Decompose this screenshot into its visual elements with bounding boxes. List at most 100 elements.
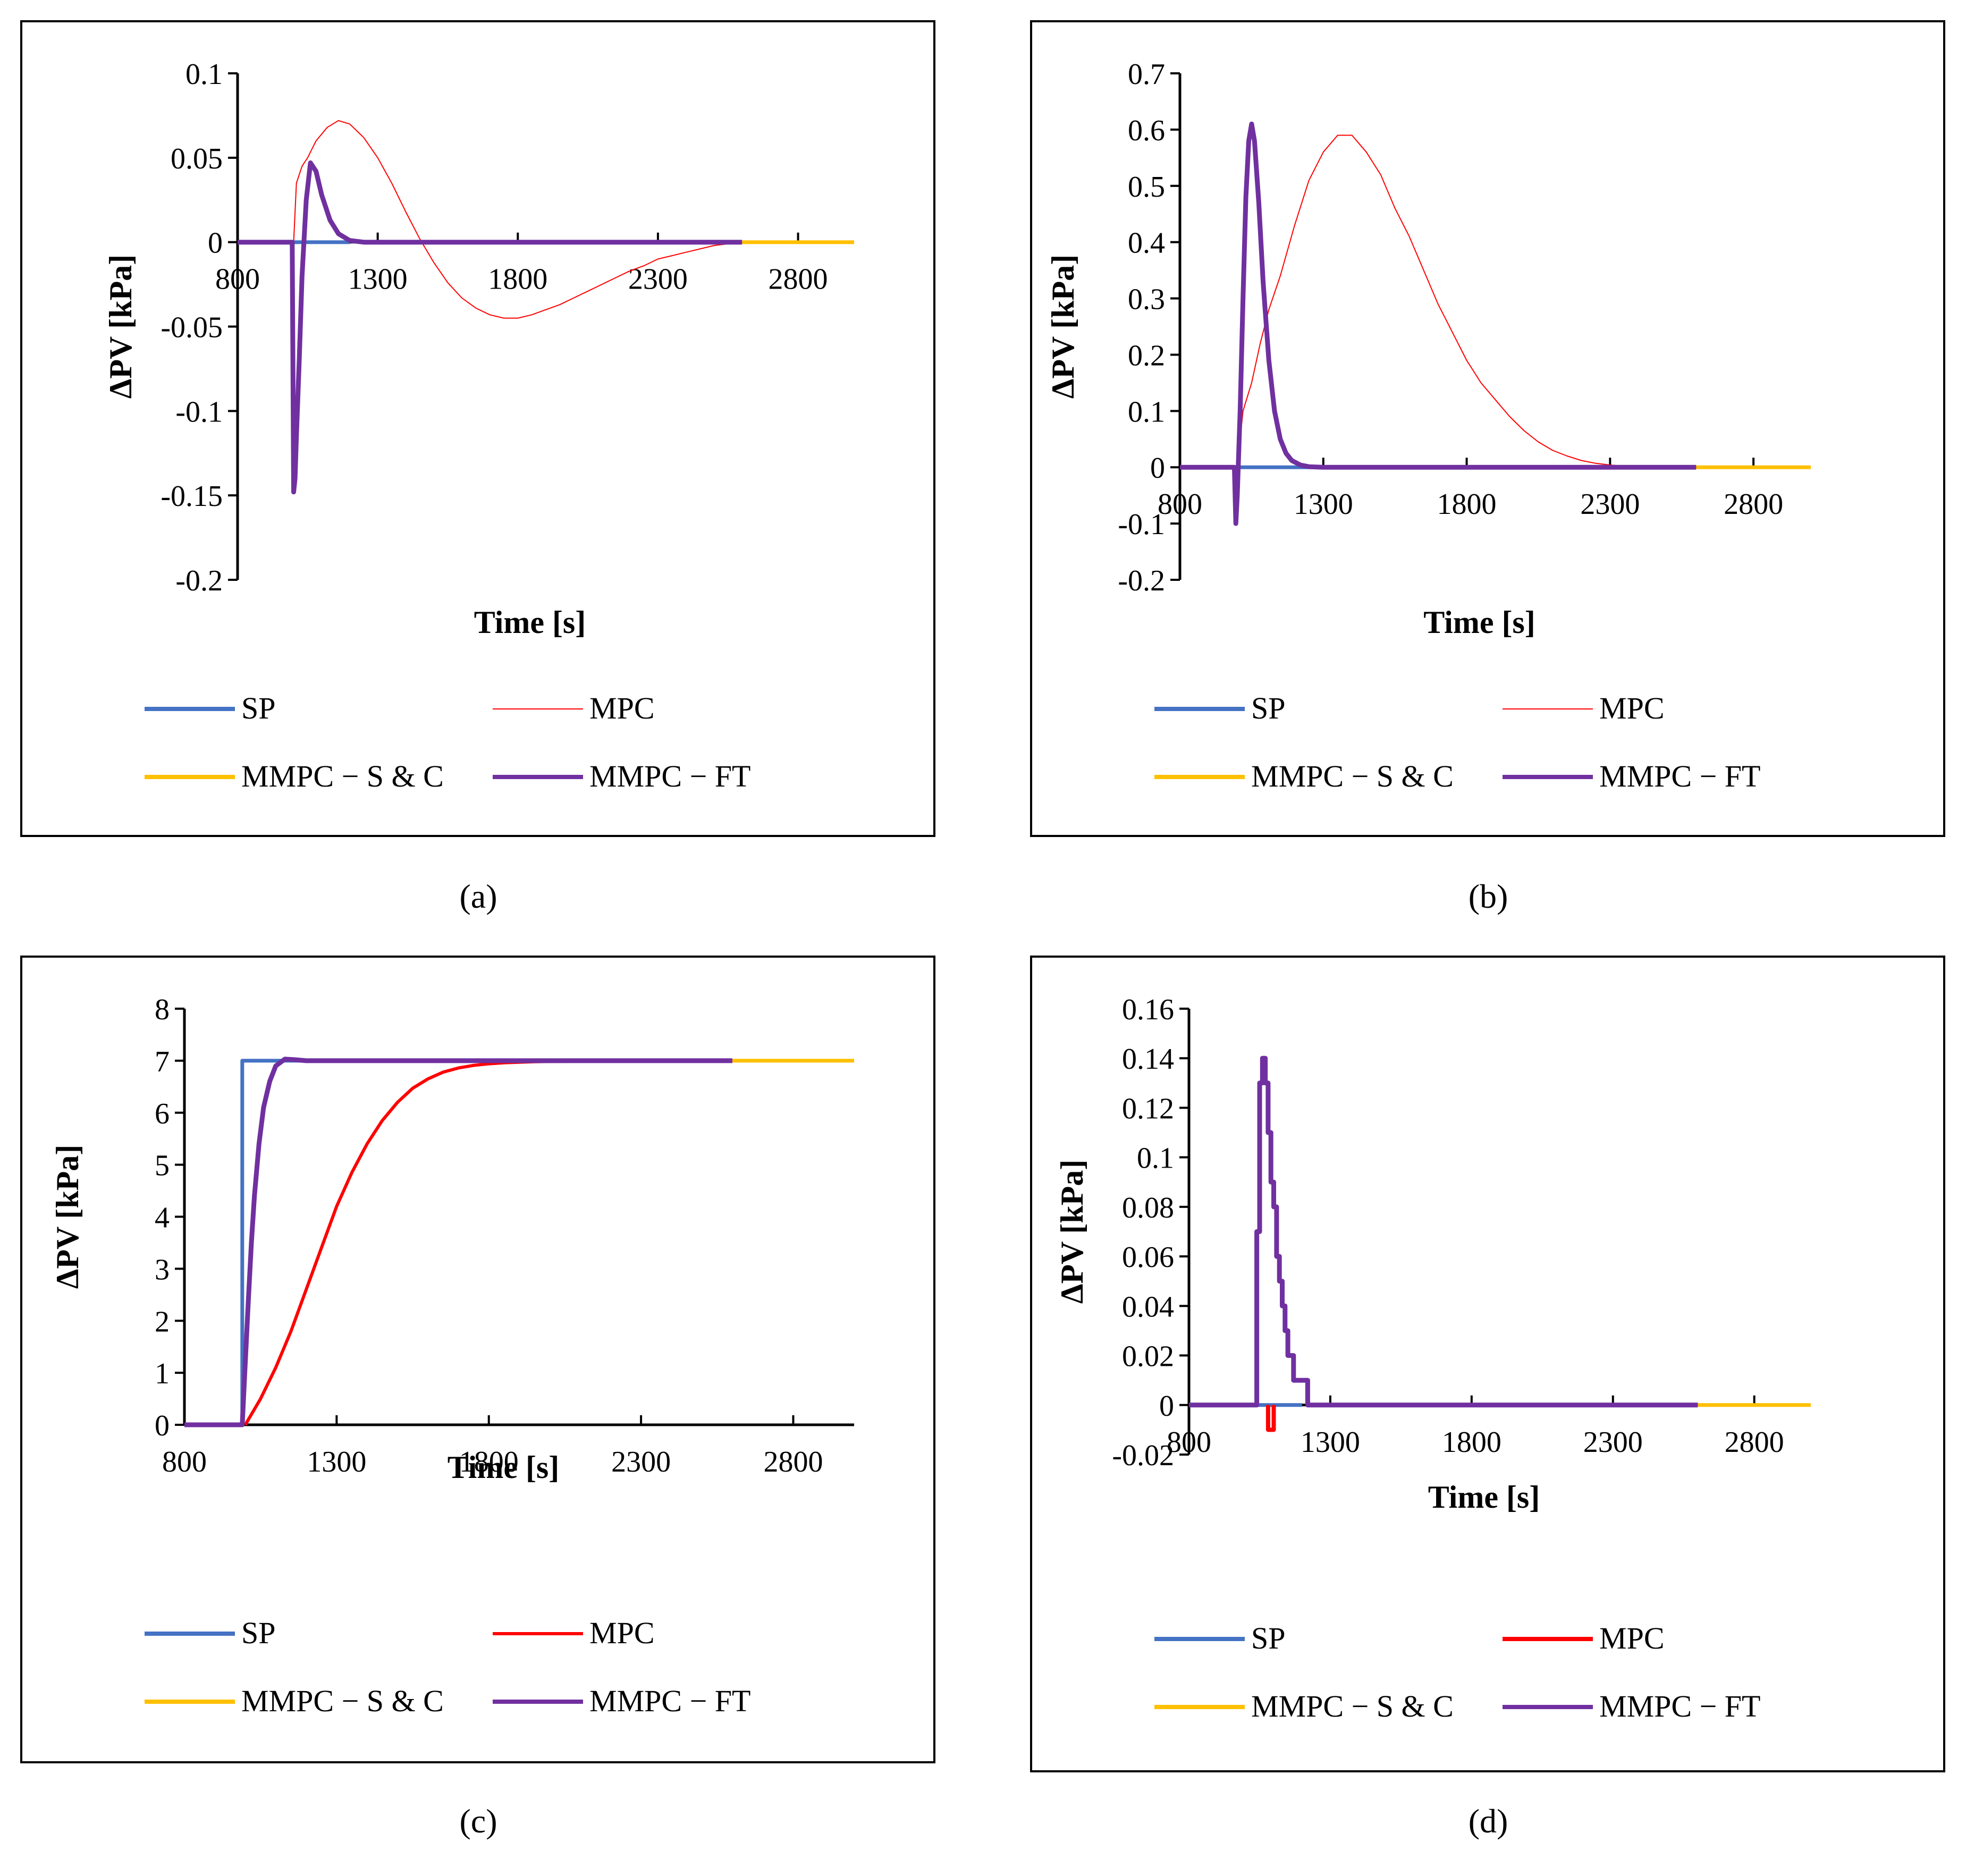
y-axis-label: ΔPV [kPa] xyxy=(103,255,138,399)
y-tick-label: -0.15 xyxy=(161,480,223,513)
x-tick-label: 2800 xyxy=(1724,488,1783,521)
legend-label-mpc: MPC xyxy=(1599,691,1665,725)
y-tick-label: 0.14 xyxy=(1122,1043,1174,1076)
caption-c: (c) xyxy=(459,1802,497,1840)
y-tick-label: 0 xyxy=(1150,452,1165,485)
x-tick-label: 1300 xyxy=(1301,1426,1360,1459)
legend-label-mmpc-ft: MMPC − FT xyxy=(1599,1689,1760,1723)
y-axis-label: ΔPV [kPa] xyxy=(50,1145,85,1289)
legend-label-sp: SP xyxy=(1251,1621,1286,1655)
y-tick-label: 0 xyxy=(155,1409,170,1442)
y-tick-label: 0.5 xyxy=(1128,171,1165,204)
x-tick-label: 1800 xyxy=(1442,1426,1501,1459)
y-tick-label: 0.02 xyxy=(1122,1340,1174,1373)
caption-a: (a) xyxy=(459,877,497,915)
series-line-mpc xyxy=(1236,134,1697,468)
y-tick-label: 0.06 xyxy=(1122,1241,1174,1274)
x-tick-label: 1300 xyxy=(307,1446,366,1478)
y-tick-label: 0.08 xyxy=(1122,1191,1174,1224)
legend-label-sp: SP xyxy=(1251,691,1286,725)
y-tick-label: -0.2 xyxy=(175,564,223,597)
x-tick-label: 800 xyxy=(1167,1426,1211,1459)
chart-svg-a: 0.10.050-0.05-0.1-0.15-0.2800 1300 1800 230… xyxy=(103,58,854,793)
y-tick-label: 0.1 xyxy=(1128,395,1165,428)
y-tick-label: 0.1 xyxy=(185,58,223,91)
legend-label-mmpc-s-c: MMPC − S & C xyxy=(241,759,444,793)
x-tick-label: 2800 xyxy=(1725,1426,1784,1459)
legend-label-sp: SP xyxy=(241,691,276,725)
x-tick-label: 800 xyxy=(1158,488,1202,521)
y-tick-label: 0.1 xyxy=(1137,1142,1174,1175)
x-tick-label: 800 xyxy=(162,1446,207,1478)
chart-panel-c: 8 7 6 5 4 3 2 1 0 800 1300 1800 2300 2800 Time [s] ΔPV … xyxy=(20,956,935,1763)
y-tick-label: 0.05 xyxy=(171,142,223,175)
y-axis-label: ΔPV [kPa] xyxy=(1054,1160,1090,1304)
y-tick-label: 0.12 xyxy=(1122,1092,1174,1125)
chart-svg-b: 0.7 0.6 0.5 0.4 0.3 0.2 0.1 0 -0.1 -0.2 800 1300 180… xyxy=(1045,58,1811,793)
series-line-sp xyxy=(184,1059,732,1427)
y-tick-label: 2 xyxy=(155,1305,170,1338)
legend-label-mmpc-s-c: MMPC − S & C xyxy=(1251,759,1454,793)
x-tick-label: 2300 xyxy=(1583,1426,1643,1459)
y-tick-label: 0.7 xyxy=(1128,58,1165,91)
series-line-mmpc-ft xyxy=(184,1057,732,1427)
y-tick-label: 0 xyxy=(208,227,223,260)
chart-panel-d: 0.16 0.14 0.12 0.1 0.08 0.06 0.04 0.02 0 -0.02 800… xyxy=(1030,956,1945,1772)
x-tick-label: 2800 xyxy=(763,1446,823,1478)
x-tick-label: 2800 xyxy=(769,263,828,296)
chart-svg-d: 0.16 0.14 0.12 0.1 0.08 0.06 0.04 0.02 0 -0.02800… xyxy=(1054,993,1811,1723)
y-tick-label: 0 xyxy=(1159,1390,1174,1423)
y-axis-label: ΔPV [kPa] xyxy=(1045,255,1081,399)
y-tick-label: -0.1 xyxy=(175,395,223,428)
y-tick-label: 4 xyxy=(155,1202,170,1235)
y-tick-label: -0.05 xyxy=(161,311,223,344)
x-axis-label: Time [s] xyxy=(448,1450,560,1485)
y-tick-label: 0.16 xyxy=(1122,993,1174,1026)
x-tick-label: 2300 xyxy=(1580,488,1640,521)
y-tick-label: 6 xyxy=(155,1097,170,1130)
legend-label-mpc: MPC xyxy=(589,1616,655,1650)
y-tick-label: 7 xyxy=(155,1045,170,1078)
x-tick-label: 2300 xyxy=(611,1446,671,1478)
chart-panel-a: 0.1 0.05 0 -0.05 -0.1 -0.15 -0.2 800 1300 1800 230… xyxy=(20,20,935,837)
caption-b: (b) xyxy=(1468,877,1508,915)
legend-label-mmpc-ft: MMPC − FT xyxy=(589,759,750,793)
series-line-mmpc-ft xyxy=(1189,1055,1698,1408)
series-line-mpc xyxy=(293,120,742,319)
y-tick-label: 0.3 xyxy=(1128,283,1165,316)
x-axis-label: Time [s] xyxy=(1423,605,1535,640)
x-axis-label: Time [s] xyxy=(474,605,586,640)
series-line-mpc xyxy=(243,1059,732,1426)
x-tick-label: 800 xyxy=(215,263,260,296)
legend-label-mmpc-ft: MMPC − FT xyxy=(589,1684,750,1718)
x-tick-label: 1300 xyxy=(348,263,408,296)
y-tick-label: 8 xyxy=(155,993,170,1026)
legend-label-mmpc-s-c: MMPC − S & C xyxy=(1251,1689,1454,1723)
y-tick-label: -0.2 xyxy=(1118,564,1165,597)
x-tick-label: 1300 xyxy=(1294,488,1353,521)
series-line-mmpc-ft xyxy=(238,160,742,495)
x-tick-label: 1800 xyxy=(488,263,547,296)
legend-label-mmpc-s-c: MMPC − S & C xyxy=(241,1684,444,1718)
chart-panel-b: 0.7 0.6 0.5 0.4 0.3 0.2 0.1 0 -0.1 -0.2 800 1300 180… xyxy=(1030,20,1945,837)
y-tick-label: 0.4 xyxy=(1128,227,1165,260)
legend-label-mpc: MPC xyxy=(589,691,655,725)
y-tick-label: -0.1 xyxy=(1118,508,1165,541)
y-tick-label: 0.2 xyxy=(1128,339,1165,372)
legend-label-mpc: MPC xyxy=(1599,1621,1665,1655)
series-line-mpc xyxy=(1265,1405,1276,1432)
y-tick-label: 5 xyxy=(155,1150,170,1182)
caption-d: (d) xyxy=(1468,1802,1508,1840)
x-tick-label: 1800 xyxy=(1437,488,1497,521)
y-tick-label: -0.02 xyxy=(1112,1439,1174,1472)
series-line-mmpc-ft xyxy=(1180,121,1697,526)
y-tick-label: 3 xyxy=(155,1253,170,1286)
x-tick-label: 1800 xyxy=(459,1446,519,1478)
y-tick-label: 0.04 xyxy=(1122,1290,1174,1323)
y-tick-label: 0.6 xyxy=(1128,114,1165,147)
legend-label-mmpc-ft: MMPC − FT xyxy=(1599,759,1760,793)
y-tick-label: 1 xyxy=(155,1357,170,1390)
chart-svg-c: 8 7 6 5 4 3 2 1 0 800 1300 1800 2300 2800 Time [s] ΔPV … xyxy=(50,993,854,1718)
x-axis-label: Time [s] xyxy=(1428,1480,1540,1515)
legend-label-sp: SP xyxy=(241,1616,276,1650)
